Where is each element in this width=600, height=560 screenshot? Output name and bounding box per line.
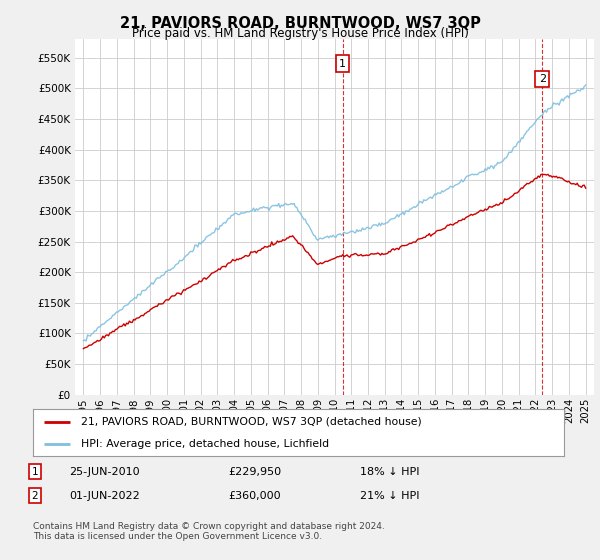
Text: 21% ↓ HPI: 21% ↓ HPI — [360, 491, 419, 501]
Text: Price paid vs. HM Land Registry's House Price Index (HPI): Price paid vs. HM Land Registry's House … — [131, 27, 469, 40]
Text: HPI: Average price, detached house, Lichfield: HPI: Average price, detached house, Lich… — [81, 438, 329, 449]
Text: 21, PAVIORS ROAD, BURNTWOOD, WS7 3QP: 21, PAVIORS ROAD, BURNTWOOD, WS7 3QP — [119, 16, 481, 31]
Text: £360,000: £360,000 — [228, 491, 281, 501]
Text: 01-JUN-2022: 01-JUN-2022 — [69, 491, 140, 501]
Text: Contains HM Land Registry data © Crown copyright and database right 2024.
This d: Contains HM Land Registry data © Crown c… — [33, 522, 385, 542]
Text: £229,950: £229,950 — [228, 466, 281, 477]
Text: 25-JUN-2010: 25-JUN-2010 — [69, 466, 140, 477]
Text: 2: 2 — [539, 74, 546, 84]
Text: 18% ↓ HPI: 18% ↓ HPI — [360, 466, 419, 477]
Text: 1: 1 — [339, 59, 346, 69]
Text: 21, PAVIORS ROAD, BURNTWOOD, WS7 3QP (detached house): 21, PAVIORS ROAD, BURNTWOOD, WS7 3QP (de… — [81, 417, 422, 427]
Text: 1: 1 — [31, 466, 38, 477]
Text: 2: 2 — [31, 491, 38, 501]
